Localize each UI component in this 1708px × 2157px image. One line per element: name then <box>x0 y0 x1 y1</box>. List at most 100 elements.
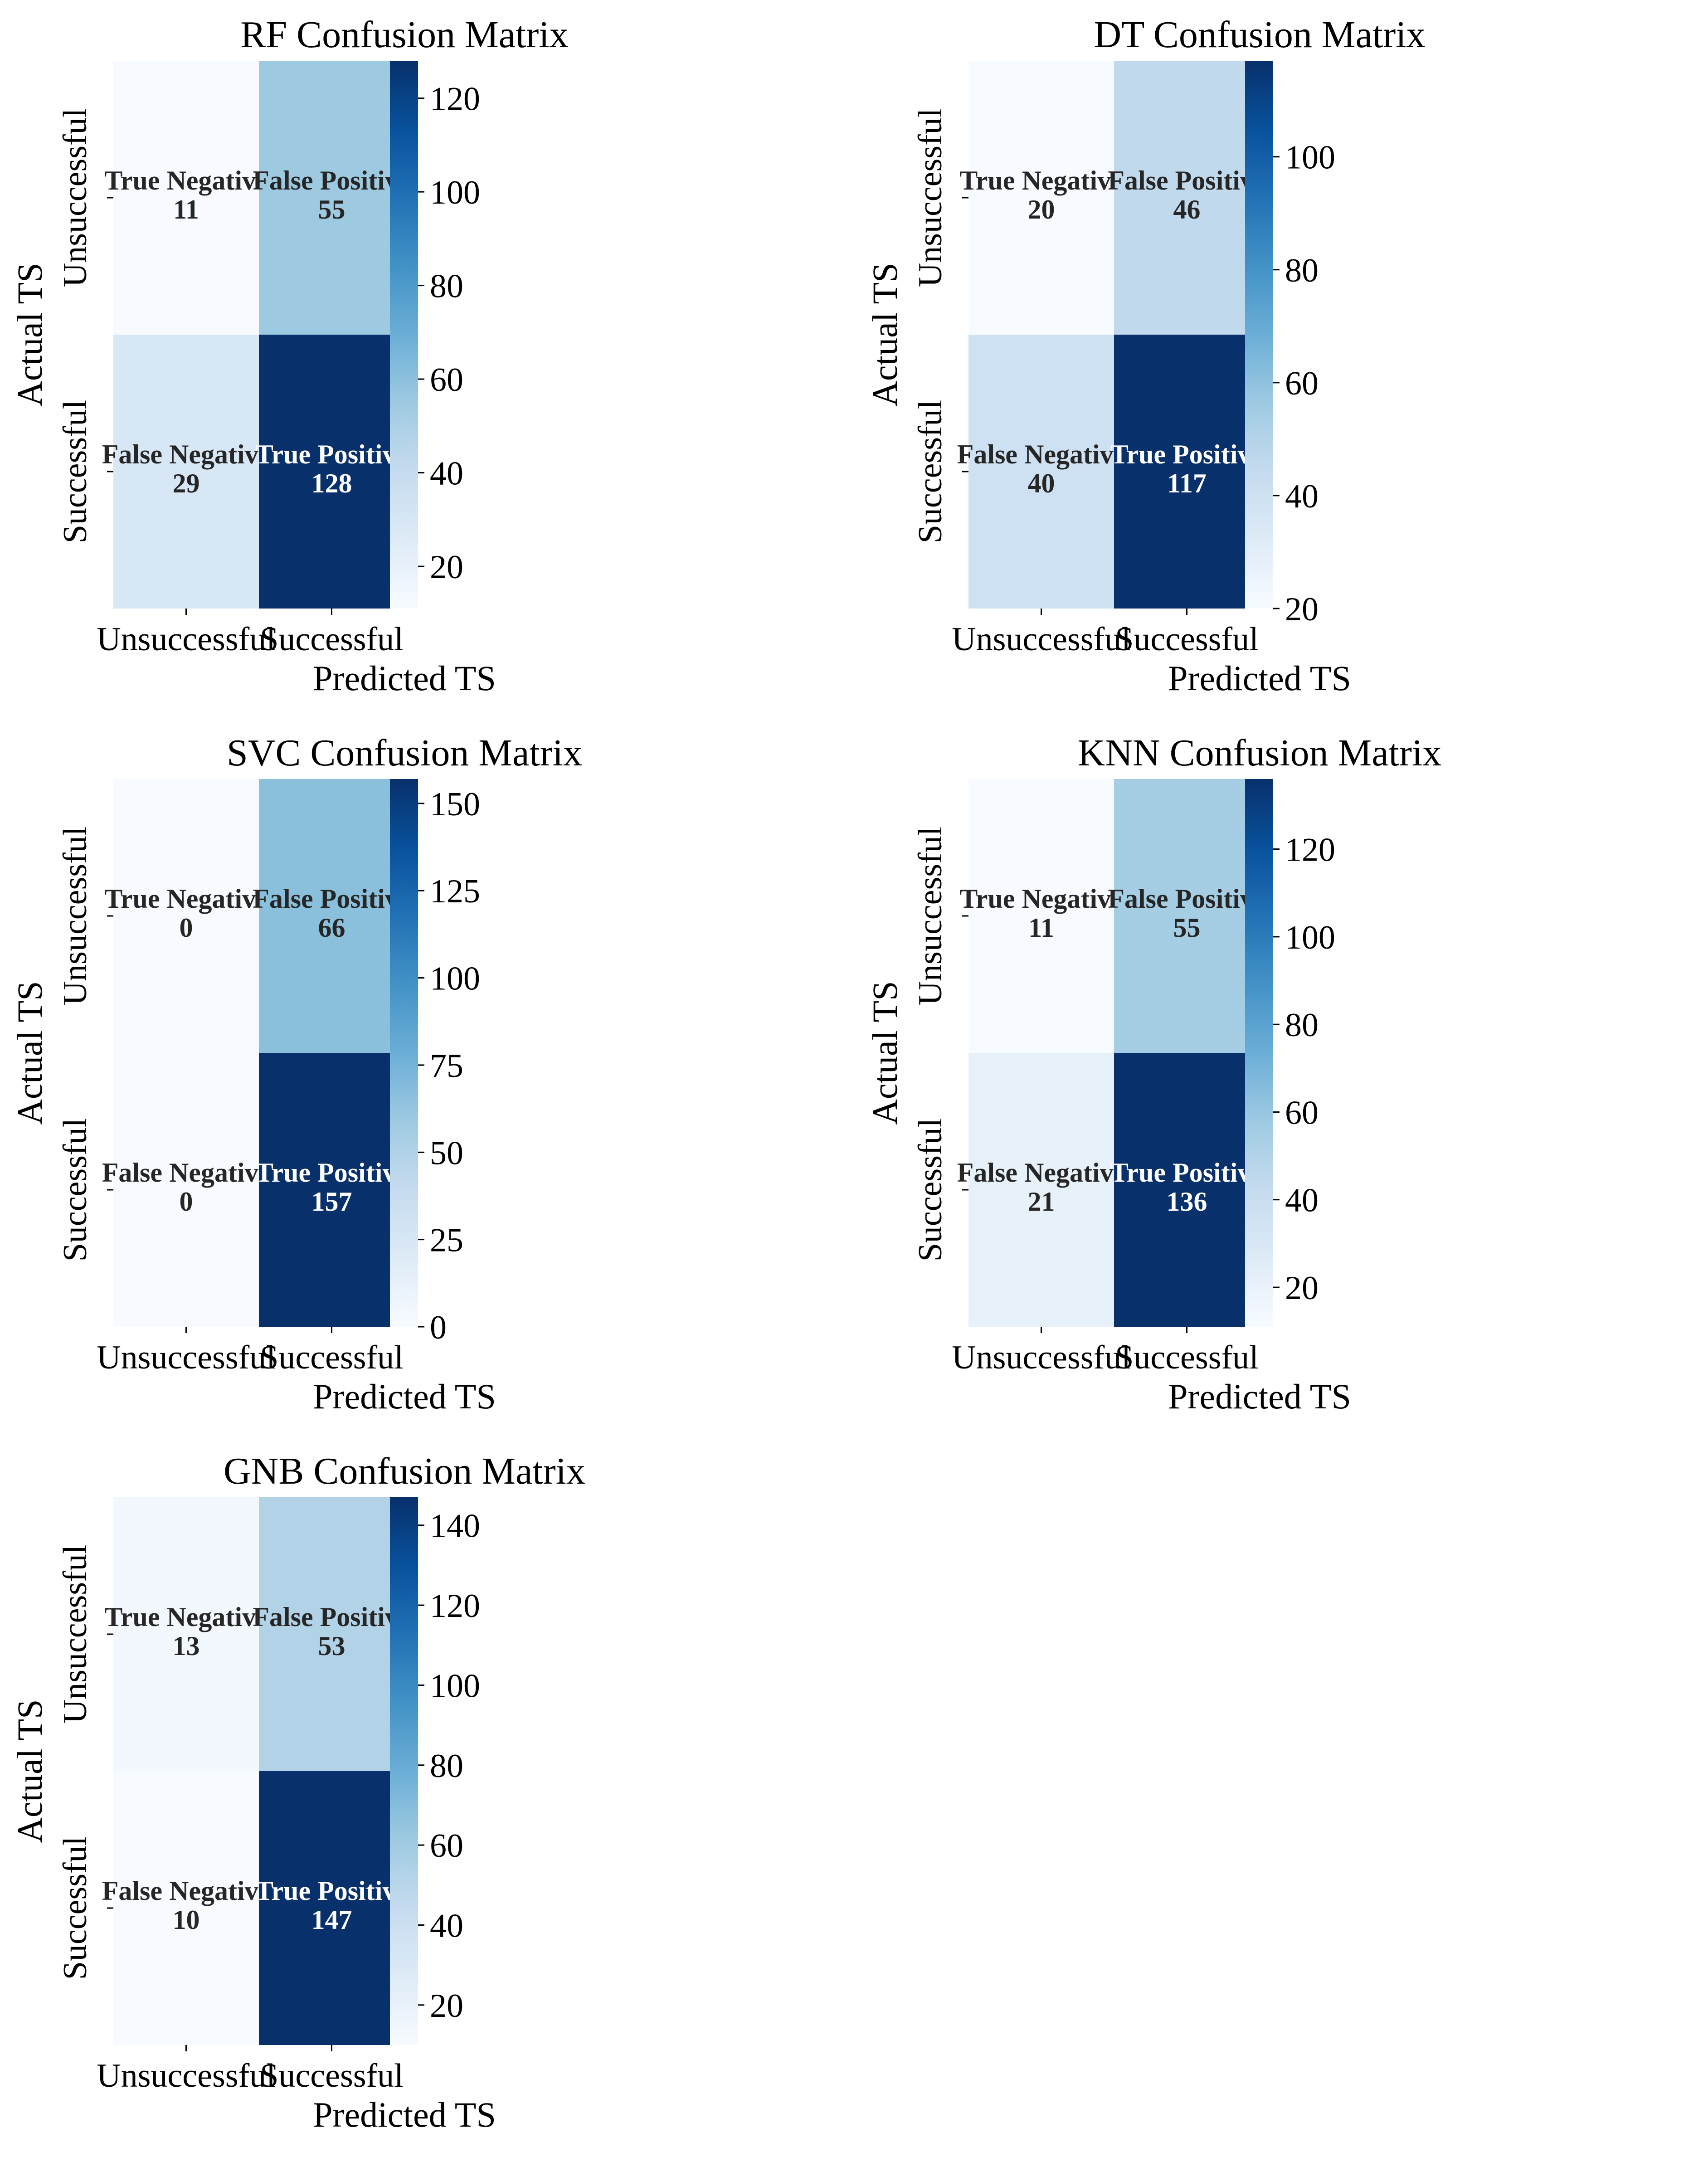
x-axis-label: Predicted TS <box>313 658 496 698</box>
colorbar-tick-label: 120 <box>1285 832 1335 869</box>
colorbar-tick-label: 100 <box>430 960 480 998</box>
colorbar <box>390 1497 418 2045</box>
cell-value-label: 117 <box>1167 468 1207 498</box>
x-axis-label: Predicted TS <box>313 2095 496 2134</box>
cell-name-label: True Negative <box>104 884 268 914</box>
colorbar-tick-label: 40 <box>430 1907 463 1944</box>
y-tick-label: Successful <box>57 400 94 544</box>
cell-value-label: 66 <box>318 913 345 943</box>
heatmap-cell <box>113 1497 259 1771</box>
colorbar-tick-label: 40 <box>1285 478 1319 515</box>
colorbar-tick-label: 100 <box>430 174 480 211</box>
panel-dt: DT Confusion Matrix True Negative 20 False … <box>865 14 1426 698</box>
heatmap-cell <box>259 779 404 1053</box>
heatmap-cell <box>968 61 1114 335</box>
y-tick-label: Unsuccessful <box>57 827 94 1006</box>
colorbar-tick-label: 100 <box>1285 139 1335 176</box>
colorbar-tick-label: 120 <box>430 81 480 118</box>
heatmap-cell <box>259 1771 404 2045</box>
cell-name-label: True Positive <box>1110 439 1263 469</box>
colorbar-tick-label: 40 <box>430 455 463 492</box>
cell-name-label: False Negative <box>102 439 271 469</box>
colorbar-tick-label: 140 <box>430 1508 480 1545</box>
colorbar-tick-label: 20 <box>430 1987 463 2025</box>
y-tick-label: Unsuccessful <box>57 108 94 287</box>
colorbar-tick-label: 75 <box>430 1047 463 1085</box>
colorbar-tick-label: 80 <box>1285 252 1319 289</box>
heatmap-cell <box>1114 335 1260 609</box>
y-tick-label: Successful <box>57 1118 94 1262</box>
colorbar-tick-label: 120 <box>430 1587 480 1625</box>
colorbar-tick-label: 125 <box>430 873 480 910</box>
heatmap-cell <box>113 61 259 335</box>
colorbar-tick-label: 100 <box>430 1667 480 1704</box>
colorbar-tick-label: 0 <box>430 1309 447 1346</box>
cell-name-label: False Negative <box>102 1876 271 1906</box>
cell-value-label: 11 <box>173 195 199 224</box>
cell-value-label: 0 <box>180 1187 193 1217</box>
heatmap-cell <box>1114 779 1260 1053</box>
cell-value-label: 128 <box>311 468 352 498</box>
heatmap-cell <box>1114 1053 1260 1327</box>
heatmap-cell <box>113 335 259 609</box>
heatmap-cell <box>113 1771 259 2045</box>
x-axis-label: Predicted TS <box>313 1377 496 1416</box>
cell-value-label: 53 <box>318 1631 345 1661</box>
heatmap-cell <box>259 1053 404 1327</box>
y-tick-label: Successful <box>912 1118 949 1262</box>
colorbar-tick-label: 60 <box>430 361 463 399</box>
x-tick-label: Unsuccessful <box>952 1339 1131 1376</box>
x-axis-label: Predicted TS <box>1168 1377 1351 1416</box>
cell-name-label: False Negative <box>102 1158 271 1188</box>
cell-value-label: 147 <box>311 1905 352 1935</box>
colorbar-tick-label: 20 <box>1285 591 1319 628</box>
colorbar <box>1245 61 1273 609</box>
cell-name-label: False Positive <box>253 1602 410 1632</box>
heatmap-cell <box>259 335 404 609</box>
cell-name-label: False Positive <box>253 166 410 195</box>
cell-value-label: 21 <box>1028 1187 1055 1217</box>
colorbar-tick-label: 50 <box>430 1134 463 1172</box>
chart-title: DT Confusion Matrix <box>1094 14 1425 56</box>
colorbar-tick-label: 150 <box>430 786 480 823</box>
chart-title: KNN Confusion Matrix <box>1078 732 1442 774</box>
colorbar-tick-label: 80 <box>430 268 463 305</box>
cell-name-label: True Negative <box>959 166 1123 195</box>
heatmap-cell <box>968 1053 1114 1327</box>
cell-name-label: False Positive <box>1108 884 1265 914</box>
cell-value-label: 13 <box>173 1631 200 1661</box>
chart-title: GNB Confusion Matrix <box>224 1450 585 1492</box>
y-tick-label: Unsuccessful <box>912 108 949 287</box>
colorbar-tick-label: 20 <box>430 549 463 586</box>
colorbar-tick-label: 80 <box>430 1748 463 1785</box>
colorbar-tick-label: 60 <box>430 1827 463 1865</box>
heatmap-cell <box>259 1497 404 1771</box>
colorbar <box>1245 779 1273 1327</box>
cell-value-label: 55 <box>318 195 345 224</box>
cell-value-label: 0 <box>180 913 193 943</box>
colorbar-tick-label: 60 <box>1285 365 1319 402</box>
cell-name-label: False Positive <box>1108 166 1265 195</box>
y-axis-label: Actual TS <box>10 1699 49 1843</box>
colorbar-tick-label: 100 <box>1285 919 1335 956</box>
cell-value-label: 157 <box>311 1187 352 1217</box>
x-tick-label: Successful <box>1115 621 1259 658</box>
y-tick-label: Unsuccessful <box>57 1545 94 1724</box>
cell-value-label: 29 <box>173 468 200 498</box>
cell-value-label: 11 <box>1028 913 1054 943</box>
heatmap-cell <box>113 779 259 1053</box>
x-tick-label: Successful <box>260 2057 404 2094</box>
cell-name-label: False Negative <box>957 439 1126 469</box>
y-axis-label: Actual TS <box>10 981 49 1125</box>
x-tick-label: Unsuccessful <box>97 621 276 658</box>
cell-name-label: False Positive <box>253 884 410 914</box>
cell-name-label: True Negative <box>104 1602 268 1632</box>
x-tick-label: Successful <box>1115 1339 1259 1376</box>
heatmap-cell <box>968 779 1114 1053</box>
colorbar-tick-label: 60 <box>1285 1094 1319 1131</box>
y-tick-label: Successful <box>912 400 949 544</box>
